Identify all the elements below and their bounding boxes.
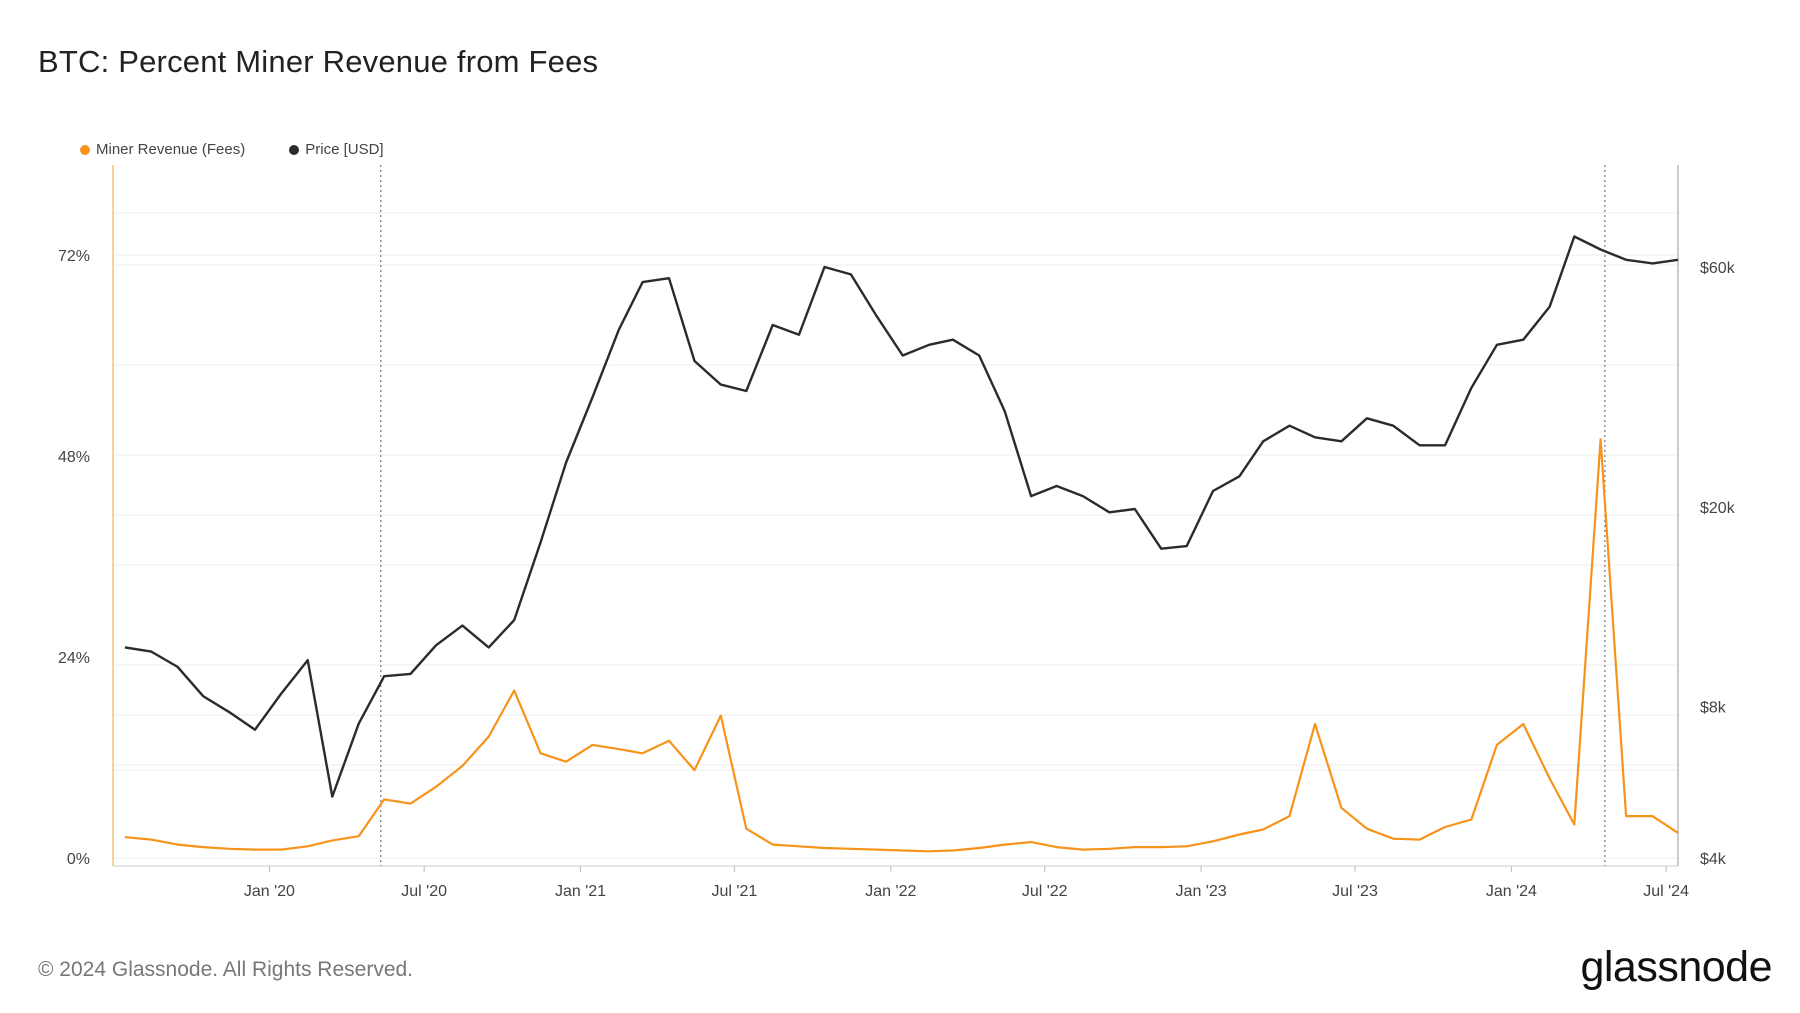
legend-fees-dot	[80, 144, 90, 155]
legend-price-dot	[289, 144, 300, 155]
legend-item-fees[interactable]: Miner Revenue (Fees)	[80, 141, 245, 158]
y-right-tick-label: $4k	[1700, 851, 1727, 868]
y-left-tick-label: 72%	[58, 248, 90, 265]
y-left-tick-label: 0%	[67, 851, 90, 868]
x-tick-label: Jan '22	[865, 883, 916, 900]
y-right-tick-label: $60k	[1700, 260, 1736, 277]
x-tick-label: Jul '23	[1332, 883, 1378, 900]
price-series-line	[124, 235, 1679, 798]
x-tick-label: Jan '24	[1486, 883, 1537, 900]
y-right-tick-label: $8k	[1700, 700, 1727, 717]
chart-title: BTC: Percent Miner Revenue from Fees	[38, 44, 599, 79]
fees-series-line	[124, 438, 1679, 853]
legend-item-price[interactable]: Price [USD]	[289, 141, 384, 158]
glassnode-logo: glassnode	[1580, 943, 1772, 991]
x-tick-label: Jan '20	[244, 883, 295, 900]
chart-legend: Miner Revenue (Fees) Price [USD]	[80, 141, 384, 158]
x-tick-label: Jul '24	[1643, 883, 1689, 900]
x-tick-label: Jul '21	[712, 883, 758, 900]
x-tick-label: Jan '23	[1176, 883, 1227, 900]
legend-fees-label: Miner Revenue (Fees)	[96, 141, 246, 158]
x-tick-label: Jul '22	[1022, 883, 1068, 900]
copyright-text: © 2024 Glassnode. All Rights Reserved.	[38, 958, 414, 981]
x-tick-label: Jan '21	[555, 883, 606, 900]
y-left-tick-label: 24%	[58, 650, 90, 667]
y-right-tick-label: $20k	[1700, 500, 1736, 517]
legend-price-label: Price [USD]	[305, 141, 384, 158]
y-left-tick-label: 48%	[58, 449, 90, 466]
x-tick-label: Jul '20	[401, 883, 447, 900]
